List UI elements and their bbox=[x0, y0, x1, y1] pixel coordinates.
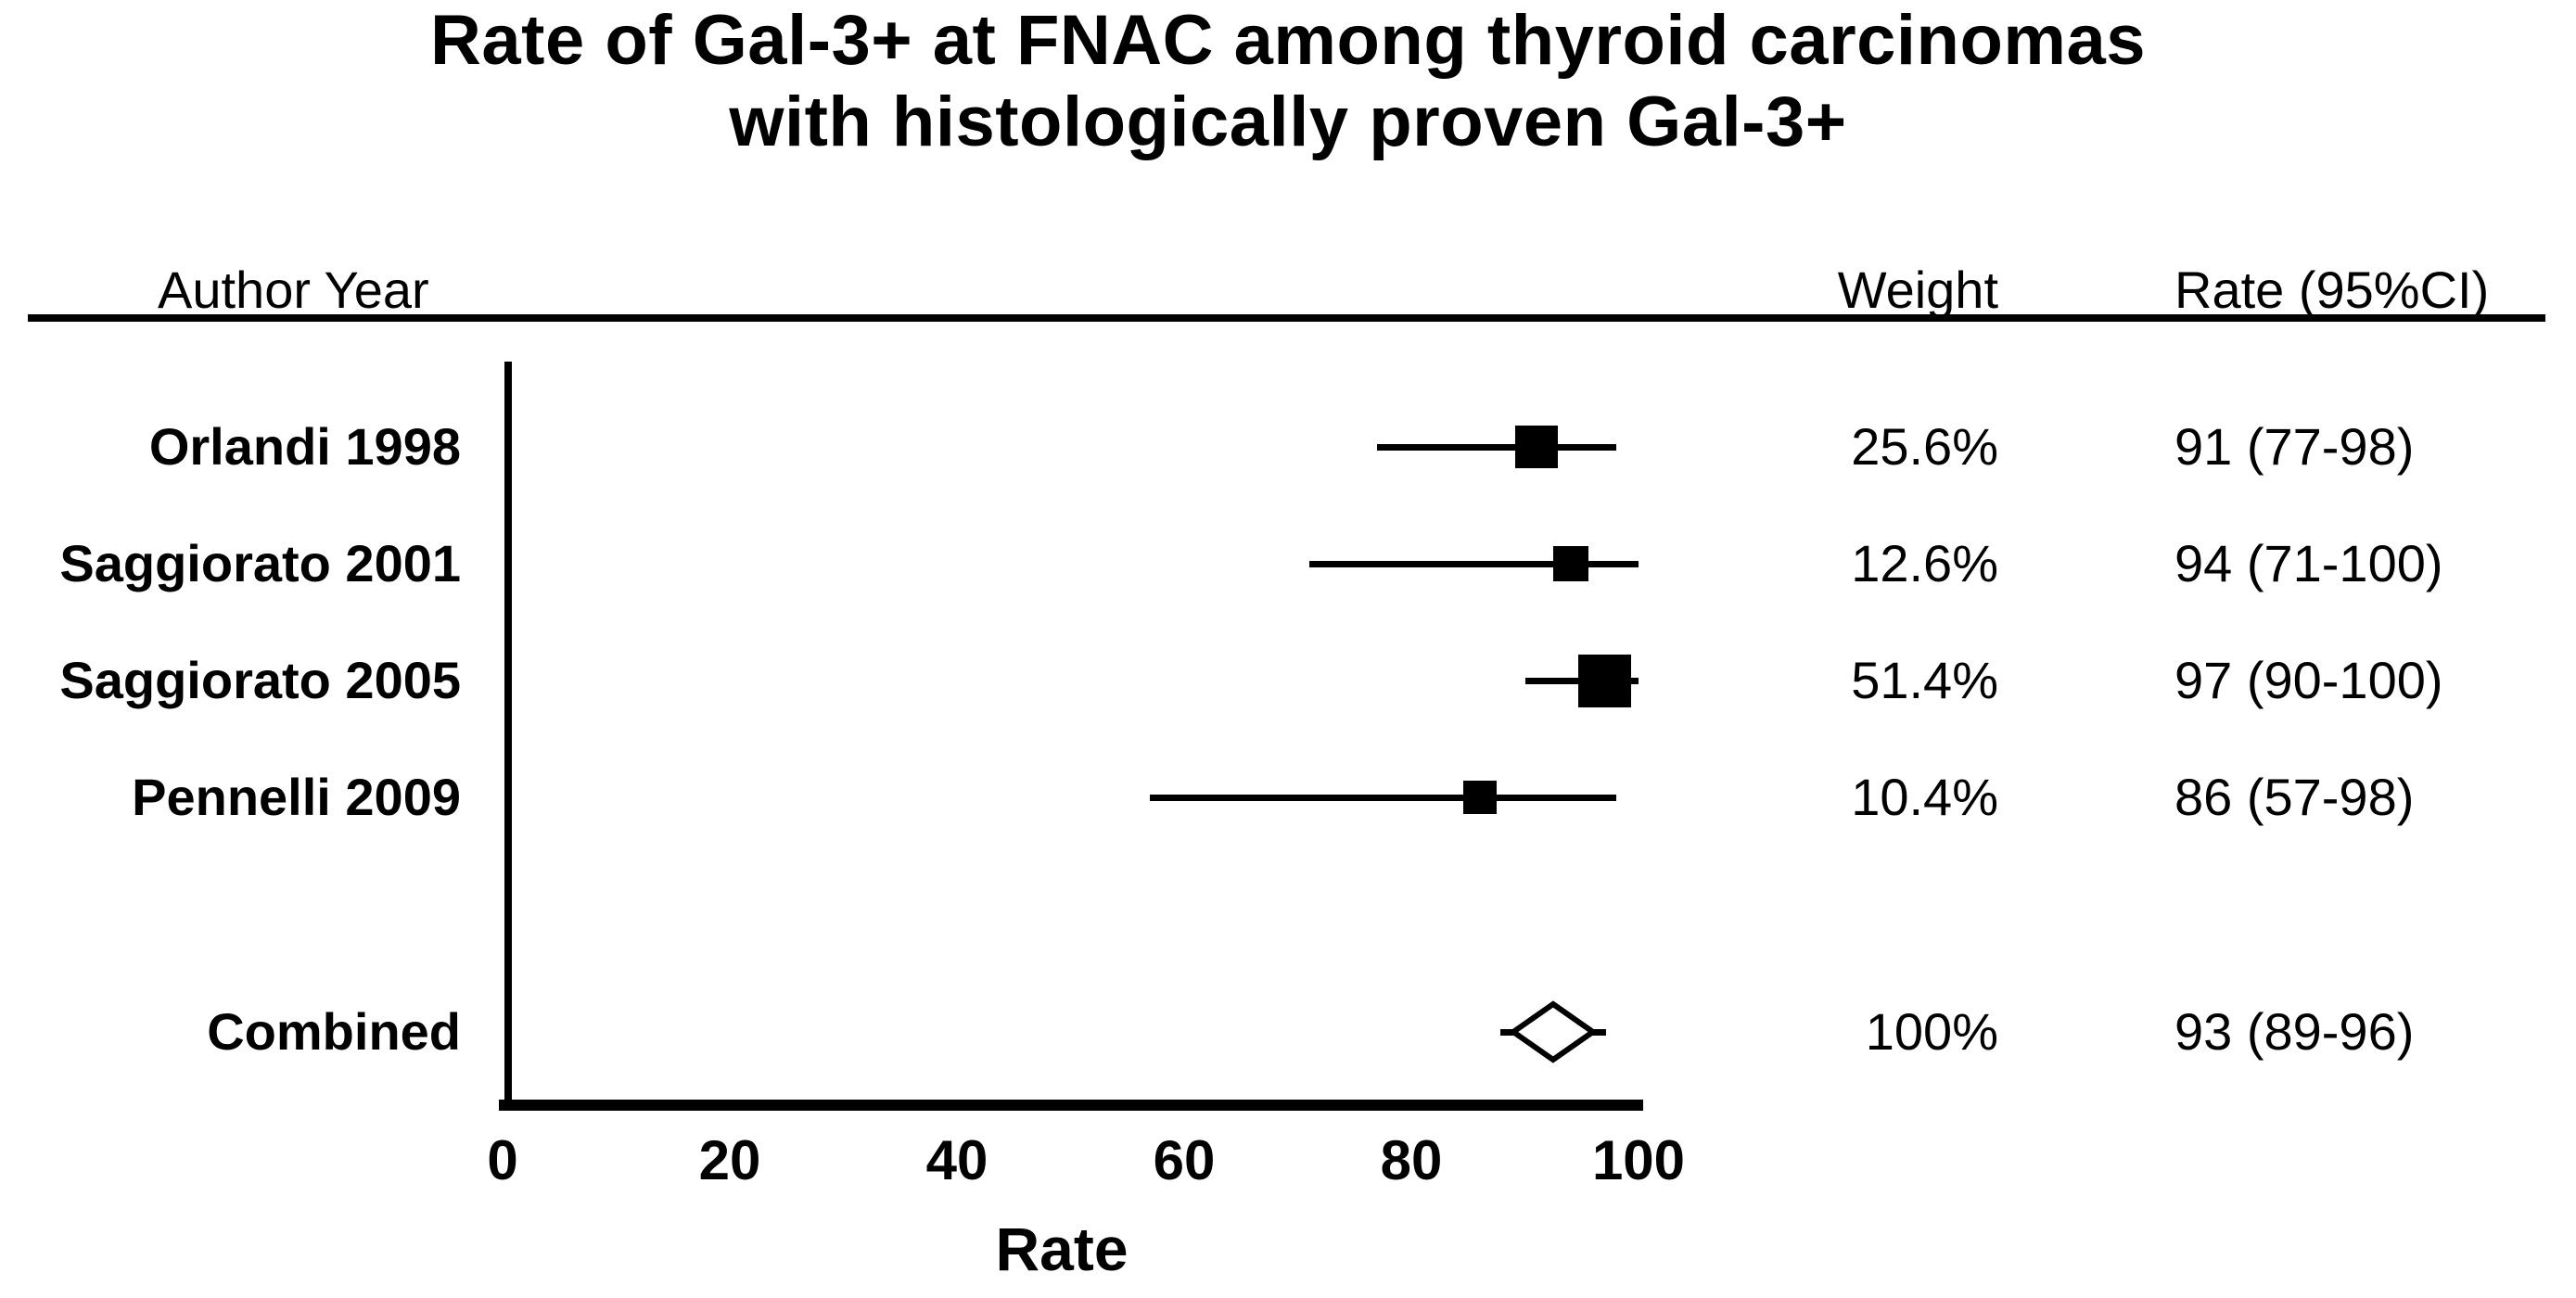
point-estimate-square bbox=[1463, 781, 1497, 814]
column-header-weight: Weight bbox=[1837, 261, 1998, 319]
point-estimate-square bbox=[1553, 546, 1588, 581]
x-axis-line bbox=[499, 1100, 1643, 1111]
study-label: Saggiorato 2005 bbox=[59, 651, 461, 709]
weight-value: 10.4% bbox=[1851, 768, 1998, 826]
rate-ci-value: 91 (77-98) bbox=[2174, 417, 2415, 476]
study-label: Pennelli 2009 bbox=[132, 768, 461, 826]
x-axis-title: Rate bbox=[995, 1215, 1129, 1283]
rate-ci-value: 94 (71-100) bbox=[2174, 534, 2443, 592]
rate-ci-value: 97 (90-100) bbox=[2174, 651, 2443, 709]
weight-value: 12.6% bbox=[1851, 534, 1998, 592]
x-tick-label: 40 bbox=[925, 1129, 988, 1191]
combined-label: Combined bbox=[207, 1002, 461, 1061]
y-axis-line bbox=[504, 362, 512, 1105]
x-tick-label: 60 bbox=[1153, 1129, 1216, 1191]
figure-title-line2: with histologically proven Gal-3+ bbox=[729, 83, 1847, 161]
ci-line bbox=[1150, 795, 1616, 801]
x-tick-label: 100 bbox=[1591, 1129, 1686, 1191]
x-tick-label: 0 bbox=[487, 1129, 518, 1191]
combined-weight-value: 100% bbox=[1865, 1002, 1998, 1061]
ci-line bbox=[1377, 444, 1616, 451]
weight-value: 25.6% bbox=[1851, 417, 1998, 476]
study-label: Saggiorato 2001 bbox=[59, 534, 461, 592]
x-tick-label: 80 bbox=[1380, 1129, 1443, 1191]
point-estimate-square bbox=[1515, 426, 1558, 468]
ci-line bbox=[1308, 561, 1639, 567]
column-header-rate-ci: Rate (95%CI) bbox=[2174, 261, 2490, 319]
study-label: Orlandi 1998 bbox=[148, 417, 461, 476]
point-estimate-square bbox=[1578, 655, 1631, 707]
combined-rate-ci-value: 93 (89-96) bbox=[2174, 1002, 2415, 1061]
header-divider-rule bbox=[28, 314, 2545, 322]
rate-ci-value: 86 (57-98) bbox=[2174, 768, 2415, 826]
figure-title-line1: Rate of Gal-3+ at FNAC among thyroid car… bbox=[430, 1, 2146, 80]
figure-title: Rate of Gal-3+ at FNAC among thyroid car… bbox=[0, 0, 2576, 163]
column-header-author-year: Author Year bbox=[158, 261, 429, 319]
weight-value: 51.4% bbox=[1851, 651, 1998, 709]
combined-diamond bbox=[1510, 1000, 1597, 1063]
x-tick-label: 20 bbox=[698, 1129, 761, 1191]
